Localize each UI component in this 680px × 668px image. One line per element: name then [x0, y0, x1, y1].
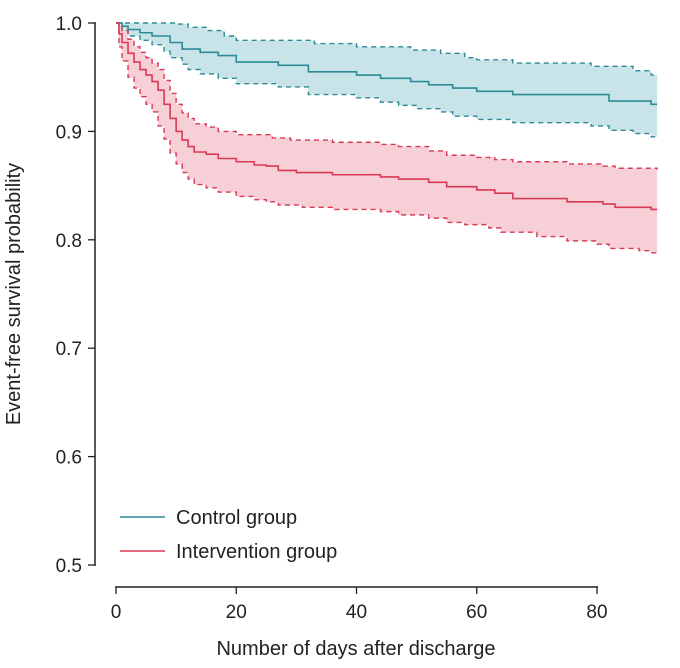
intervention-group-upper-ci-line	[116, 22, 658, 170]
control-group-survival-line	[116, 22, 658, 106]
confidence-bound-lines	[116, 22, 658, 254]
control-group-confidence-band	[116, 23, 658, 137]
x-tick-label: 80	[586, 602, 607, 623]
intervention-group-survival-line	[116, 22, 658, 211]
x-tick-label: 20	[226, 602, 247, 623]
y-axis-label: Event-free survival probability	[3, 163, 25, 425]
intervention-group-lower-ci-line	[116, 22, 658, 254]
y-tick-label: 0.9	[56, 122, 82, 143]
y-tick-label: 1.0	[56, 14, 82, 35]
y-tick-label: 0.5	[56, 556, 82, 577]
y-axis-ticks: 0.5 0.6 0.7 0.8 0.9 1.0	[56, 14, 95, 577]
control-group-lower-ci-line	[116, 22, 658, 138]
x-axis-ticks: 0 20 40 60 80	[111, 587, 608, 623]
x-tick-label: 60	[466, 602, 487, 623]
legend-label-control: Control group	[176, 507, 297, 529]
y-tick-label: 0.7	[56, 339, 82, 360]
control-group-upper-ci-line	[116, 22, 658, 76]
x-axis-label: Number of days after discharge	[216, 638, 495, 660]
y-tick-label: 0.8	[56, 231, 82, 252]
confidence-bands	[116, 23, 658, 253]
x-tick-label: 0	[111, 602, 122, 623]
legend: Control group Intervention group	[120, 507, 337, 563]
y-tick-label: 0.6	[56, 448, 82, 469]
survival-curves	[116, 22, 658, 211]
legend-label-intervention: Intervention group	[176, 541, 337, 563]
intervention-group-confidence-band	[116, 23, 658, 253]
x-tick-label: 40	[346, 602, 367, 623]
